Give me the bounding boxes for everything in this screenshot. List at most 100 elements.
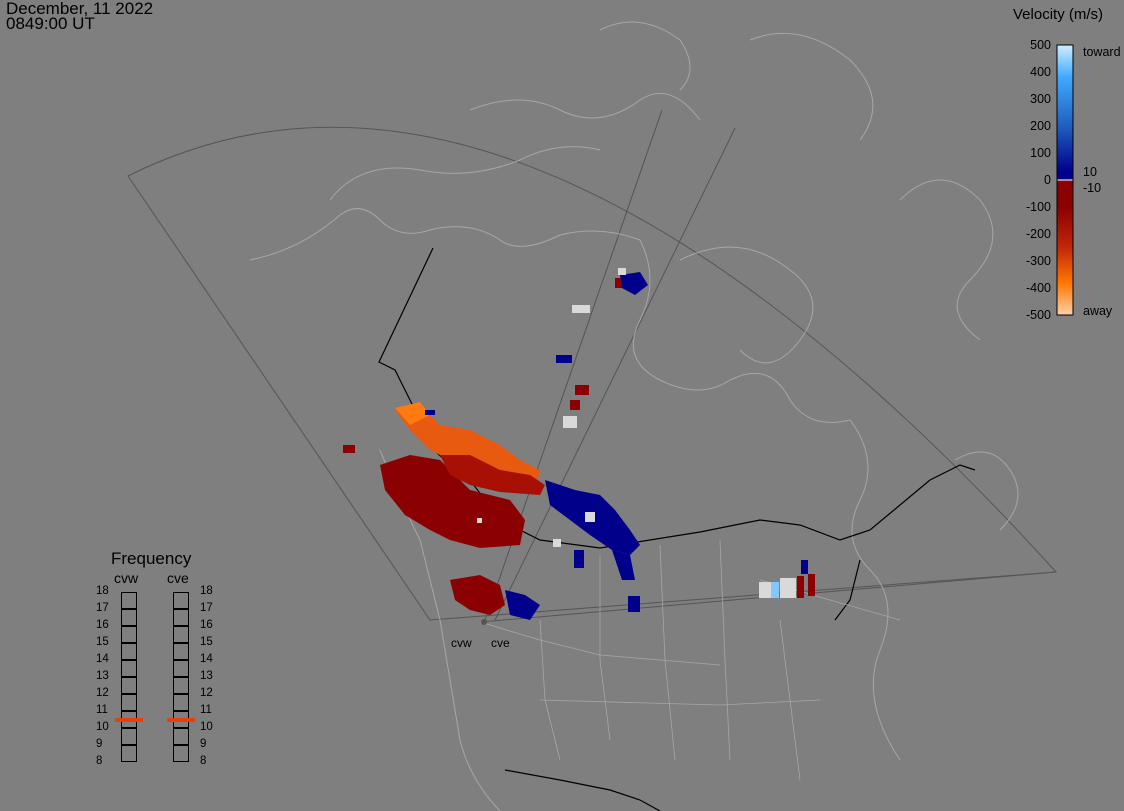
frequency-level-label: 18: [200, 585, 213, 597]
frequency-cell: [121, 745, 137, 762]
frequency-level-label: 12: [200, 687, 213, 699]
scatter-red-cell: [343, 445, 355, 453]
scatter-blue-north: [620, 272, 648, 295]
scatter-grey-cell: [585, 512, 595, 522]
frequency-level-label: 13: [200, 670, 213, 682]
frequency-level-label: 15: [96, 636, 109, 648]
frequency-level-label: 9: [96, 738, 103, 750]
frequency-level-label: 17: [96, 602, 109, 614]
scatter-grey-cell: [759, 582, 773, 598]
backscatter-away: [343, 278, 815, 615]
colorbar-tick-label: -500: [1025, 308, 1051, 322]
frequency-cell: [121, 660, 137, 677]
scatter-grey-cell: [477, 518, 482, 523]
colorbar-tick-label: -300: [1025, 254, 1051, 268]
frequency-level-label: 15: [200, 636, 213, 648]
colorbar-tick-label: -200: [1025, 227, 1051, 241]
scatter-grey-cell: [563, 416, 577, 428]
scatter-red-arc: [440, 455, 545, 495]
scatter-grey-cell: [572, 305, 590, 313]
radar-site-label-cvw: cvw: [451, 636, 472, 650]
frequency-level-label: 10: [200, 721, 213, 733]
frequency-cell: [173, 728, 189, 745]
frequency-marker: [167, 717, 195, 722]
frequency-cell: [173, 592, 189, 609]
velocity-colorbar: [1056, 44, 1074, 316]
frequency-cell: [173, 694, 189, 711]
frequency-radar-cve: cve: [167, 570, 189, 586]
frequency-level-label: 16: [96, 619, 109, 631]
frequency-cell: [121, 728, 137, 745]
frequency-marker: [115, 717, 143, 722]
colorbar-tick-label: 0: [1044, 173, 1051, 187]
scatter-orange-light: [395, 402, 430, 425]
frequency-cell: [173, 745, 189, 762]
colorbar-tick-label: 400: [1030, 65, 1051, 79]
ground-scatter: [477, 268, 796, 598]
scatter-blue-cell: [425, 410, 435, 415]
velocity-legend-title: Velocity (m/s): [1013, 6, 1104, 23]
colorbar-toward-label: toward: [1083, 45, 1121, 59]
frequency-cell: [173, 626, 189, 643]
radar-site-marker: [481, 619, 487, 625]
frequency-level-label: 8: [96, 755, 103, 767]
colorbar-away-label: away: [1083, 304, 1113, 318]
frequency-cell: [173, 643, 189, 660]
frequency-title: Frequency: [111, 549, 192, 568]
frequency-cell: [121, 609, 137, 626]
scatter-red-near-radar: [450, 575, 505, 615]
scatter-blue-cell: [801, 560, 808, 574]
frequency-radar-cvw: cvw: [114, 570, 139, 586]
colorbar-neg-threshold: -10: [1083, 181, 1102, 195]
scatter-grey-cell: [780, 578, 796, 598]
colorbar-tick-label: 500: [1030, 38, 1051, 52]
frequency-level-label: 17: [200, 602, 213, 614]
radar-site-label-cve: cve: [491, 636, 510, 650]
colorbar-pos-threshold: 10: [1083, 165, 1097, 179]
scatter-lightblue-cell: [771, 582, 779, 598]
frequency-level-label: 11: [96, 704, 108, 716]
scatter-blue-near-radar: [505, 590, 540, 620]
colorbar-tick-label: -100: [1025, 200, 1051, 214]
colorbar-tick-label: 200: [1030, 119, 1051, 133]
scatter-grey-cell: [618, 268, 626, 275]
frequency-level-label: 9: [200, 738, 207, 750]
scatter-blue-cell: [628, 596, 640, 612]
scatter-blue-tail: [612, 550, 635, 580]
colorbar-tick-label: -400: [1025, 281, 1051, 295]
date-label: December, 11 2022: [6, 0, 154, 18]
colorbar-tick-label: 100: [1030, 146, 1051, 160]
state-boundaries: [479, 539, 901, 781]
frequency-cell: [173, 677, 189, 694]
frequency-cell: [121, 694, 137, 711]
frequency-cell: [173, 660, 189, 677]
political-borders: [378, 247, 976, 811]
frequency-cell: [121, 677, 137, 694]
scatter-red-cell: [808, 574, 815, 596]
scatter-red-cell: [797, 576, 804, 598]
frequency-cell: [121, 643, 137, 660]
scatter-red-cell: [570, 400, 580, 410]
scatter-blue-cell: [574, 550, 584, 568]
scatter-orange-band: [395, 405, 540, 490]
frequency-cell: [121, 592, 137, 609]
scatter-grey-cell: [553, 539, 561, 547]
frequency-level-label: 14: [200, 653, 213, 665]
frequency-level-label: 18: [96, 585, 109, 597]
field-of-view-outline: [127, 126, 1058, 621]
frequency-level-label: 10: [96, 721, 109, 733]
scatter-red-cell: [615, 278, 623, 288]
frequency-level-label: 16: [200, 619, 213, 631]
coastlines: [249, 21, 1019, 811]
colorbar-tick-label: 300: [1030, 92, 1051, 106]
frequency-level-label: 12: [96, 687, 109, 699]
scatter-red-main: [380, 455, 525, 548]
frequency-level-label: 8: [200, 755, 207, 767]
time-label: 0849:00 UT: [6, 14, 95, 33]
frequency-cell: [173, 609, 189, 626]
frequency-level-label: 11: [200, 704, 212, 716]
frequency-cell: [121, 626, 137, 643]
frequency-level-label: 13: [96, 670, 109, 682]
frequency-level-label: 14: [96, 653, 109, 665]
